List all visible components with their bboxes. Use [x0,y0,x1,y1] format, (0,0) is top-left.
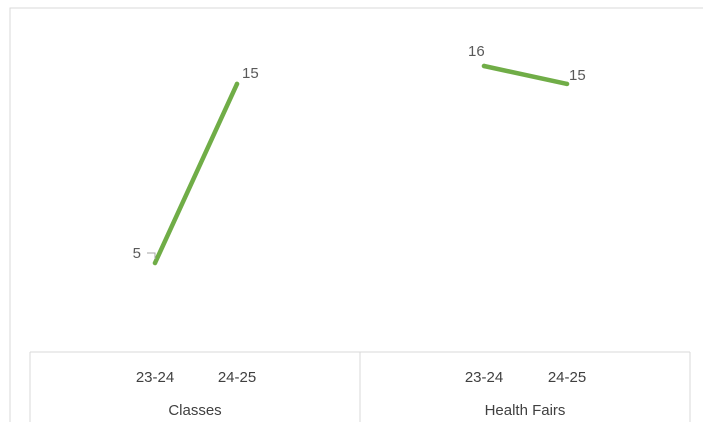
series-line-health-fairs [481,63,570,87]
tick-label-classes-23-24: 23-24 [136,369,174,386]
group-label-classes: Classes [168,402,221,419]
data-label-health-fairs-24-25: 15 [569,67,586,84]
data-label-leader-classes-23-24 [147,252,156,259]
data-point-health-fairs-23-24 [481,63,487,69]
data-point-classes-23-24 [152,260,158,266]
data-point-health-fairs-24-25 [564,81,570,87]
tick-label-health-fairs-23-24: 23-24 [465,369,503,386]
series-line-classes [152,81,240,266]
data-label-classes-23-24: 5 [133,245,141,262]
tick-label-classes-24-25: 24-25 [218,369,256,386]
data-point-classes-24-25 [234,81,240,87]
data-label-classes-24-25: 15 [242,65,259,82]
tick-label-health-fairs-24-25: 24-25 [548,369,586,386]
group-label-health-fairs: Health Fairs [485,402,566,419]
chart-frame [9,7,703,422]
plot-area: 5 15 23-24 24-25 Classes 16 15 23-24 24-25 Health… [133,43,587,419]
data-label-health-fairs-23-24: 16 [468,43,485,60]
